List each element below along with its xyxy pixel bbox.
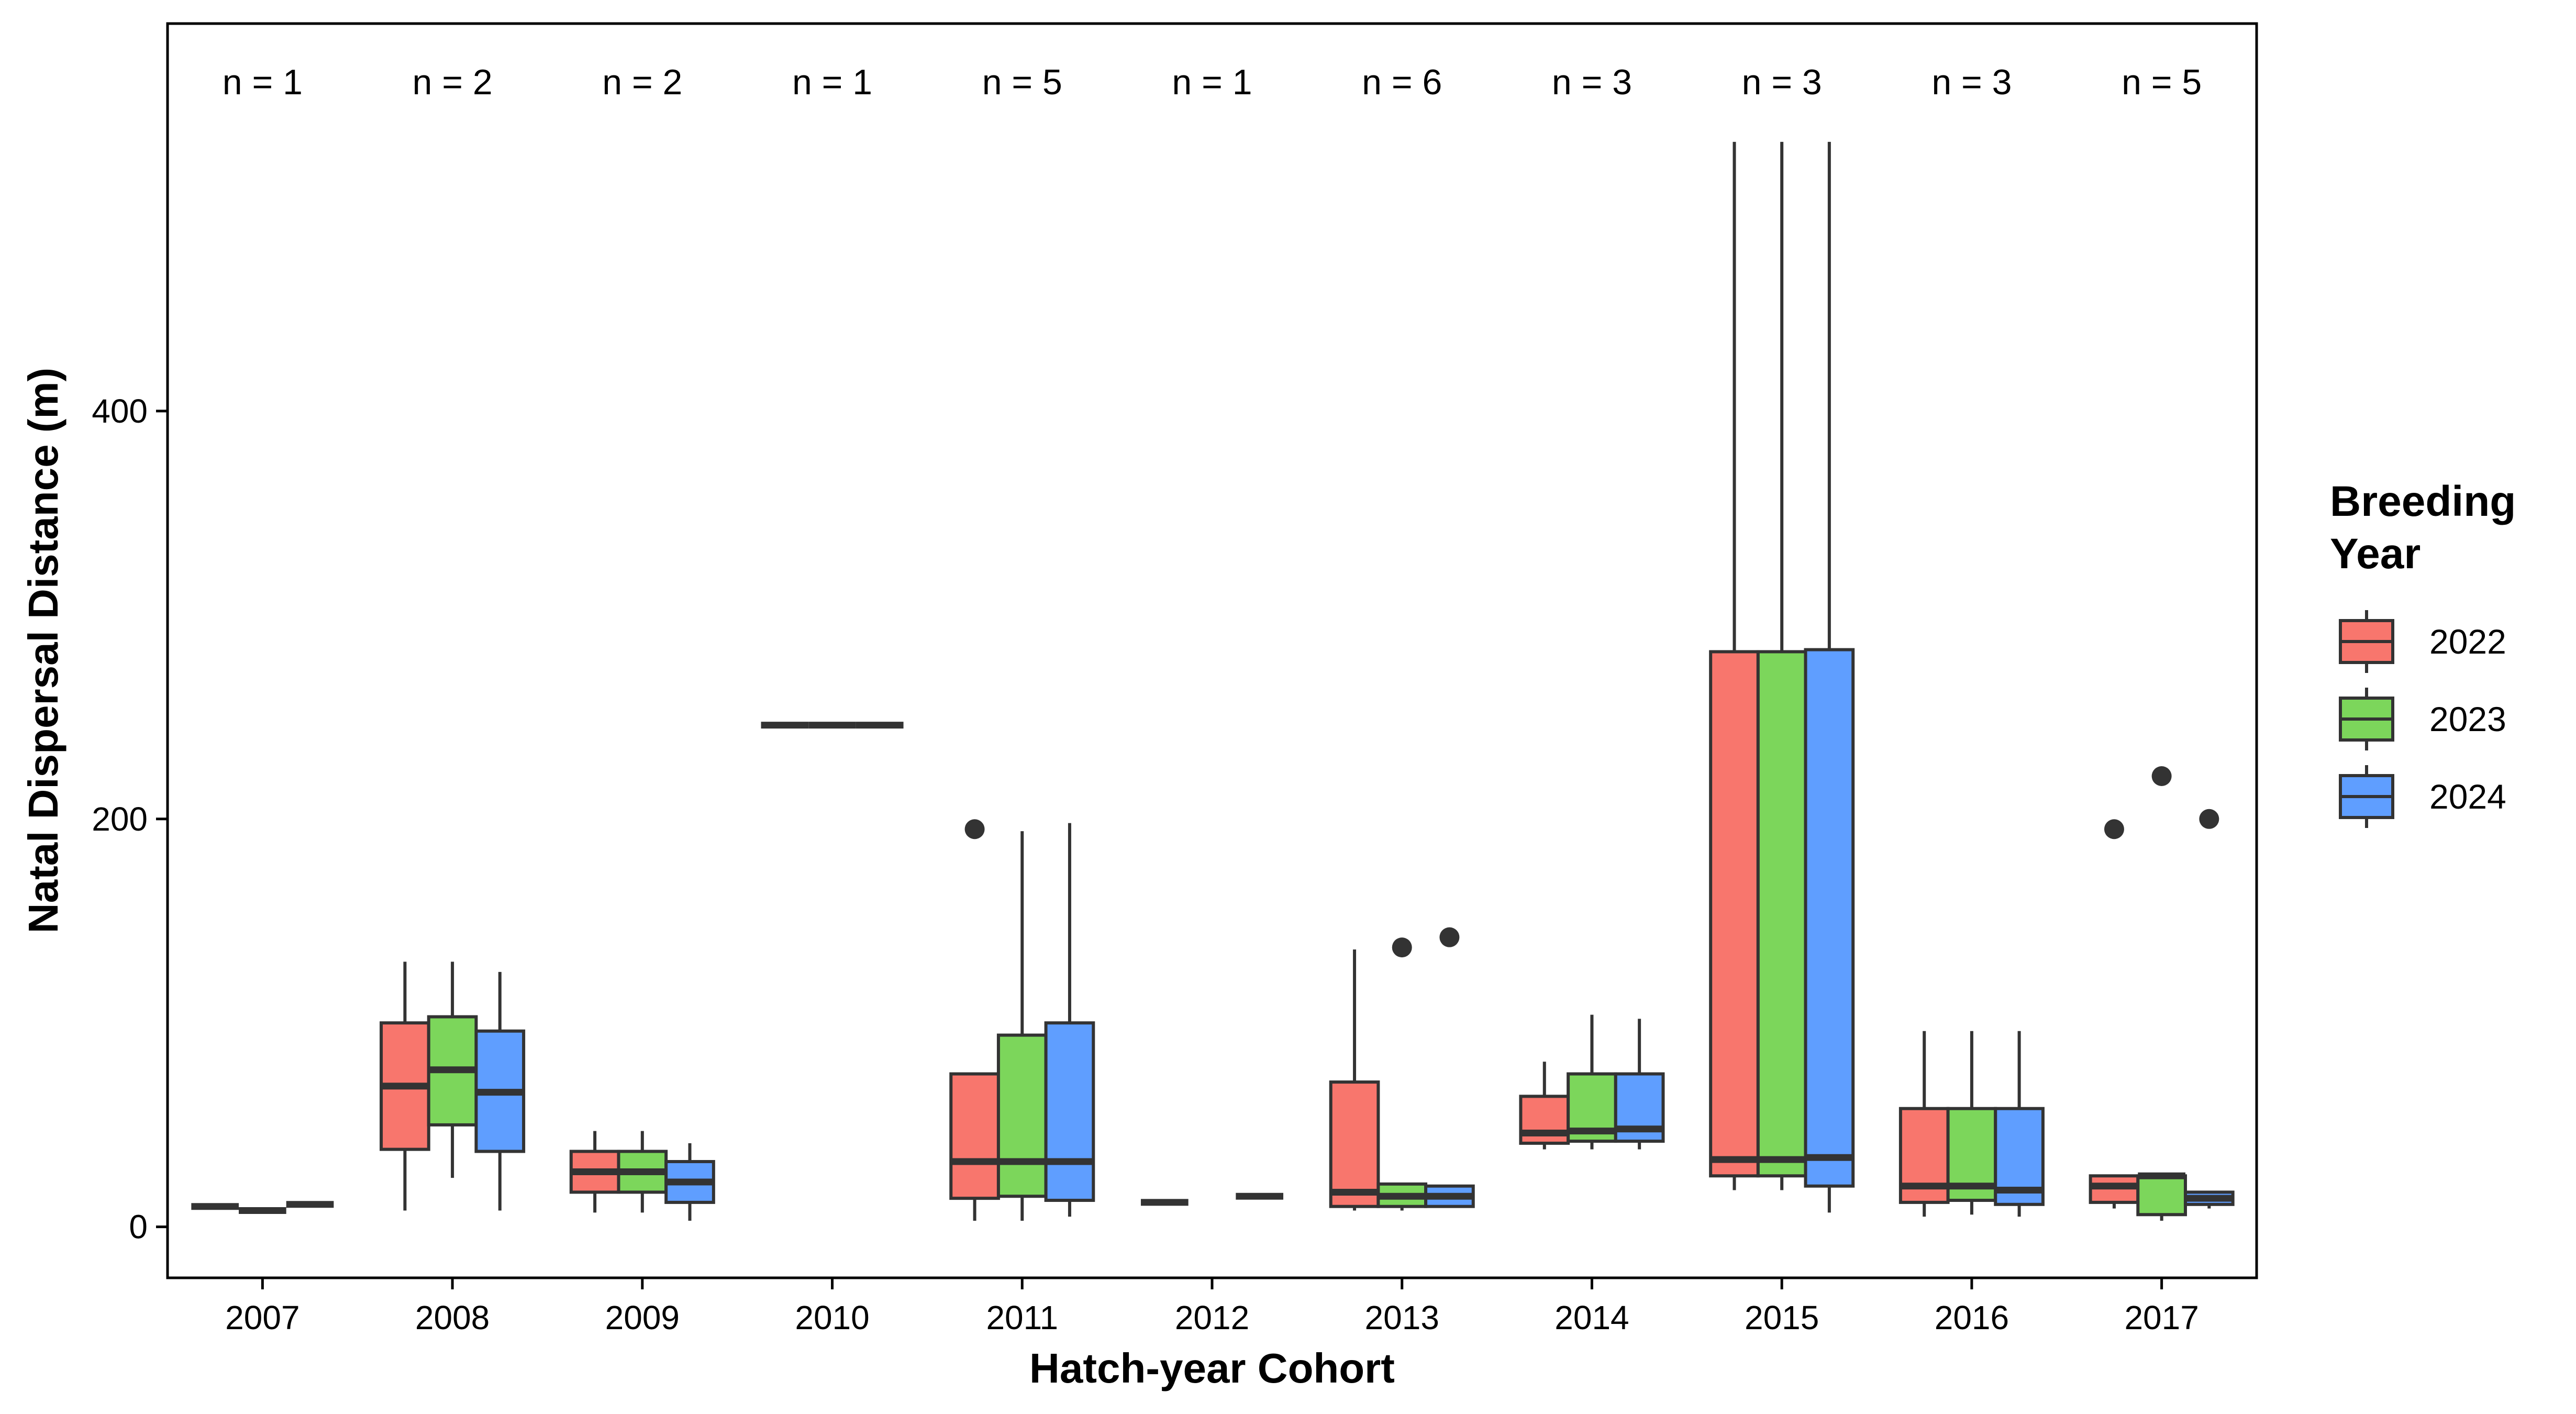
sample-size-label: n = 1 <box>792 62 872 102</box>
box-body <box>1804 648 1855 1188</box>
x-tick-label: 2016 <box>1935 1299 2009 1336</box>
outlier-point <box>964 819 985 839</box>
box-2024-2017 <box>2183 809 2235 1209</box>
sample-size-label: n = 3 <box>1742 62 1822 102</box>
box-body <box>996 1033 1048 1198</box>
sample-size-label: n = 2 <box>602 62 682 102</box>
box-2023-2015 <box>1756 141 1807 1190</box>
box-2024-2016 <box>1994 1031 2045 1217</box>
x-tick-label: 2009 <box>605 1299 680 1336</box>
x-tick-label: 2015 <box>1745 1299 1819 1336</box>
outlier-point <box>1439 927 1460 947</box>
box-2023-2014 <box>1567 1014 1617 1150</box>
box-layer <box>191 141 2235 1221</box>
x-tick-label: 2013 <box>1365 1299 1439 1336</box>
box-body <box>1756 650 1807 1178</box>
x-tick-label: 2007 <box>225 1299 299 1336</box>
outlier-point <box>2104 819 2124 839</box>
y-axis: 0 200 400 <box>92 392 168 1246</box>
x-axis-title: Hatch-year Cohort <box>1029 1345 1395 1391</box>
box-2023-2011 <box>996 831 1048 1221</box>
box-2022-2011 <box>949 819 1000 1221</box>
sample-size-label: n = 6 <box>1362 62 1442 102</box>
box-2022-2008 <box>380 962 430 1211</box>
legend-key-2022: 2022 <box>2339 610 2506 673</box>
sample-size-labels: n = 1 n = 2 n = 2 n = 1 n = 5 n = 1 n = 6 n = 3… <box>223 62 2202 102</box>
y-tick-label: 200 <box>92 800 148 838</box>
y-axis-title: Natal Dispersal Distance (m) <box>20 368 66 933</box>
legend: Breeding Year 2022 2023 2024 <box>2330 478 2516 828</box>
outlier-point <box>2199 809 2219 829</box>
outlier-point <box>2151 766 2172 786</box>
box-2023-2017 <box>2136 766 2187 1221</box>
box-2024-2015 <box>1804 141 1855 1213</box>
box-2024-2008 <box>474 971 526 1211</box>
legend-title-line-1: Breeding <box>2330 478 2516 525</box>
sample-size-label: n = 3 <box>1552 62 1632 102</box>
sample-size-label: n = 5 <box>2122 62 2202 102</box>
box-2022-2016 <box>1898 1031 1950 1217</box>
box-body <box>949 1072 1000 1200</box>
x-tick-label: 2010 <box>795 1299 869 1336</box>
legend-label: 2024 <box>2429 777 2506 816</box>
box-2023-2016 <box>1946 1031 1997 1215</box>
x-tick-label: 2012 <box>1175 1299 1249 1336</box>
sample-size-label: n = 3 <box>1931 62 2012 102</box>
outlier-point <box>1392 937 1412 958</box>
sample-size-label: n = 5 <box>982 62 1062 102</box>
x-tick-label: 2017 <box>2124 1299 2199 1336</box>
y-tick-label: 400 <box>92 392 148 430</box>
legend-title-line-2: Year <box>2330 530 2420 578</box>
box-2022-2009 <box>569 1131 620 1213</box>
box-body <box>1709 650 1760 1178</box>
x-tick-label: 2011 <box>986 1299 1058 1336</box>
box-2022-2013 <box>1329 949 1380 1211</box>
box-2023-2008 <box>427 962 478 1178</box>
legend-key-2023: 2023 <box>2339 688 2506 750</box>
box-body <box>1329 1080 1380 1208</box>
box-2023-2009 <box>617 1131 668 1213</box>
sample-size-label: n = 1 <box>223 62 303 102</box>
box-body <box>2136 1174 2187 1217</box>
box-2024-2009 <box>664 1143 715 1221</box>
sample-size-label: n = 2 <box>413 62 493 102</box>
legend-label: 2022 <box>2429 622 2506 661</box>
x-tick-label: 2008 <box>415 1299 490 1336</box>
sample-size-label: n = 1 <box>1172 62 1252 102</box>
box-2024-2014 <box>1614 1019 1665 1150</box>
legend-key-2024: 2024 <box>2339 765 2506 828</box>
x-tick-label: 2014 <box>1555 1299 1629 1336</box>
y-tick-label: 0 <box>129 1208 148 1246</box>
box-2024-2013 <box>1424 927 1475 1208</box>
legend-label: 2023 <box>2429 700 2506 738</box>
box-2023-2013 <box>1376 937 1428 1211</box>
box-2024-2011 <box>1044 823 1095 1217</box>
legend-keys: 2022 2023 2024 <box>2339 610 2506 828</box>
box-body <box>1044 1021 1095 1202</box>
x-axis: 2007 2008 2009 2010 2011 2012 2013 2014 2015 2016… <box>225 1278 2199 1336</box>
box-2022-2014 <box>1519 1062 1570 1150</box>
